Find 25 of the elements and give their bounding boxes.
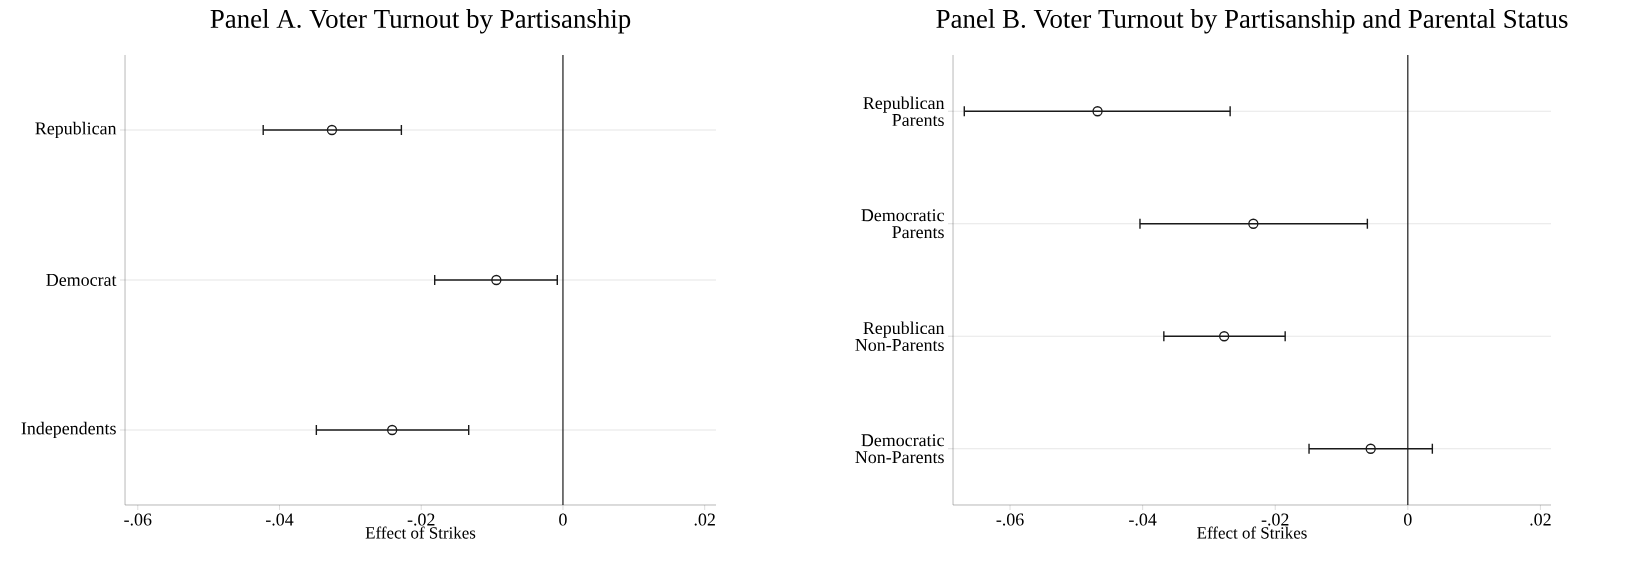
x-axis-title: Effect of Strikes: [365, 526, 476, 539]
y-tick-label: Democrat: [46, 274, 117, 286]
x-tick-label: .02: [1530, 513, 1551, 526]
y-tick-label: Republican Non-Parents: [855, 321, 945, 352]
y-tick-label: Republican: [35, 121, 117, 139]
x-tick-label: -.06: [996, 513, 1024, 526]
x-tick-label: 0: [559, 513, 567, 526]
y-tick-label: Democratic Non-Parents: [855, 434, 944, 464]
y-tick-label: Democratic Parents: [861, 209, 944, 239]
point: [1248, 218, 1259, 229]
x-tick-label: 0: [1404, 513, 1412, 526]
x-tick-label: -.02: [407, 513, 435, 526]
x-tick-label: -.02: [1261, 513, 1289, 526]
point: [1365, 443, 1376, 454]
y-tick-label: Republican Parents: [863, 96, 945, 127]
x-tick-label: -.04: [265, 513, 294, 526]
point: [1219, 331, 1230, 342]
x-axis-title: Effect of Strikes: [1197, 526, 1307, 539]
chart-title: Panel B. Voter Turnout by Partisanship and Parental Status: [936, 9, 1568, 34]
chart-title: Panel A. Voter Turnout by Partisanship: [210, 9, 631, 34]
x-tick-label: -.06: [124, 513, 152, 526]
x-tick-label: -.04: [1129, 513, 1157, 526]
y-tick-label: Independents: [21, 421, 116, 439]
point: [1092, 106, 1103, 117]
x-tick-label: .02: [694, 513, 715, 526]
